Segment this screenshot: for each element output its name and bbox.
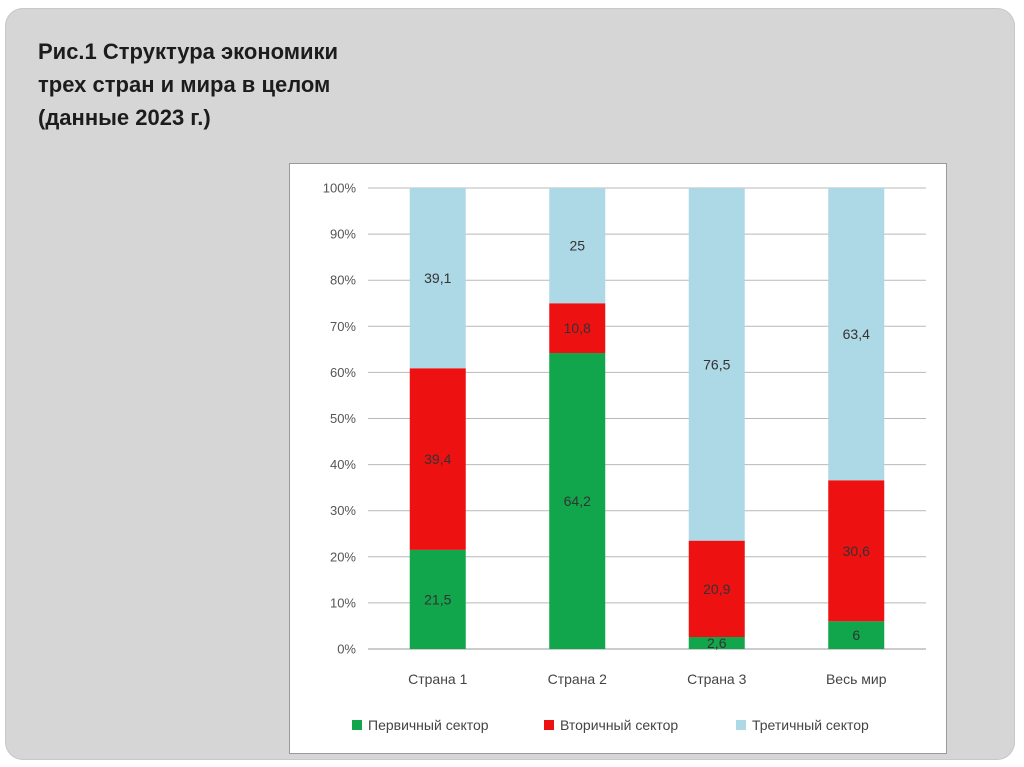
stacked-bar-chart: 0% 10% 20% 30% 40% 50% 60% 70% 80% 90% 100% 21,5 39,… [323,181,926,687]
x-category-label: Страна 1 [408,671,468,687]
data-label: 76,5 [703,356,730,372]
legend-label-primary: Первичный сектор [368,717,489,733]
bar-segment [688,637,745,649]
data-label: 30,6 [843,543,870,559]
bar-segment [549,353,606,649]
bar-segment [409,368,466,550]
data-label: 64,2 [564,493,591,509]
y-tick-label: 100% [323,181,357,196]
slide: Рис.1 Структура экономики трех стран и м… [5,8,1015,760]
legend-item-tertiary: Третичный сектор [736,714,869,736]
y-tick-label: 30% [330,503,356,518]
data-label: 39,1 [424,270,451,286]
x-category-label: Страна 3 [687,671,747,687]
y-tick-label: 70% [330,319,356,334]
y-tick-label: 80% [330,273,356,288]
y-tick-label: 10% [330,595,356,610]
legend-label-tertiary: Третичный сектор [752,717,869,733]
data-label: 63,4 [843,326,870,342]
legend-swatch-tertiary [736,720,746,730]
chart-legend: Первичный сектор Вторичный сектор Третич… [290,714,948,736]
bar-segment [828,188,885,481]
y-tick-label: 20% [330,549,356,564]
bar-segment [549,188,606,304]
x-category-label: Страна 2 [548,671,608,687]
legend-swatch-secondary [544,720,554,730]
chart-frame: 0% 10% 20% 30% 40% 50% 60% 70% 80% 90% 100% 21,5 39,… [289,163,947,754]
bar-segment [828,621,885,649]
legend-item-primary: Первичный сектор [352,714,489,736]
data-label: 25 [569,238,585,254]
y-tick-label: 90% [330,227,356,242]
y-tick-label: 60% [330,365,356,380]
bar-segment [688,188,745,541]
legend-label-secondary: Вторичный сектор [560,717,679,733]
data-label: 2,6 [707,635,727,651]
slide-title: Рис.1 Структура экономики трех стран и м… [38,39,339,130]
y-tick-label: 50% [330,411,356,426]
bar-segment [409,188,466,369]
data-label: 20,9 [703,581,730,597]
bar-segment [828,480,885,622]
bar-segment [549,303,606,354]
legend-item-secondary: Вторичный сектор [544,714,678,736]
legend-swatch-primary [352,720,362,730]
data-label: 6 [852,627,860,643]
bar-segment [688,540,745,638]
y-tick-label: 0% [337,642,356,657]
data-label: 21,5 [424,591,451,607]
y-tick-label: 40% [330,457,356,472]
bar-segment [409,549,466,649]
data-label: 10,8 [564,320,591,336]
data-label: 39,4 [424,451,451,467]
x-category-label: Весь мир [826,671,887,687]
